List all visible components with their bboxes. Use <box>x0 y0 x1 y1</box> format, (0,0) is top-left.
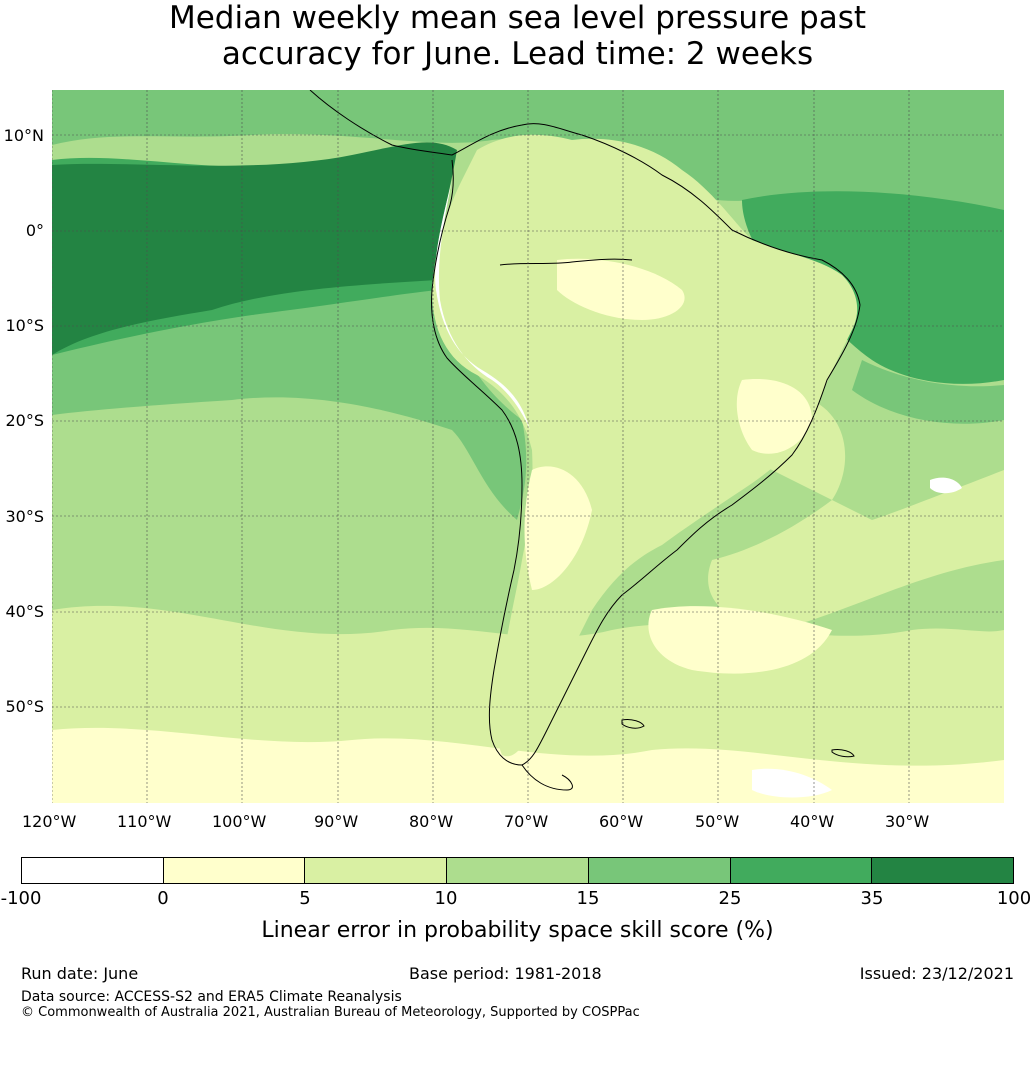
region-amazon-pale <box>557 258 685 320</box>
colorbar-label: Linear error in probability space skill … <box>261 918 774 943</box>
region-pacific-dark <box>52 142 457 355</box>
colorbar <box>21 857 1014 884</box>
region-atlantic-medium <box>742 191 1004 384</box>
region-continent <box>432 134 858 757</box>
lon-label-60w: 60°W <box>599 812 644 831</box>
colorbar-tick: -100 <box>0 888 42 909</box>
lon-label-40w: 40°W <box>790 812 835 831</box>
lon-label-30w: 30°W <box>885 812 930 831</box>
colorbar-tick: 0 <box>157 888 169 909</box>
region-atlantic-south-light <box>612 385 1004 627</box>
colorbar-tick: 35 <box>860 888 884 909</box>
data-source: Data source: ACCESS-S2 and ERA5 Climate … <box>21 989 402 1005</box>
lon-label-90w: 90°W <box>314 812 359 831</box>
lat-label-40s: 40°S <box>5 602 44 621</box>
title-line-2: accuracy for June. Lead time: 2 weeks <box>221 36 814 72</box>
region-north-band <box>52 90 1004 213</box>
colorbar-segment <box>730 858 873 883</box>
title-line-1: Median weekly mean sea level pressure pa… <box>168 0 866 36</box>
region-atlantic-white-patch <box>930 477 962 494</box>
lon-label-70w: 70°W <box>504 812 549 831</box>
region-brazil-pale <box>736 379 812 454</box>
region-atlantic-light <box>852 360 1004 424</box>
lon-label-110w: 110°W <box>117 812 172 831</box>
lon-label-50w: 50°W <box>695 812 740 831</box>
colorbar-segment <box>872 858 1014 883</box>
colorbar-tick: 100 <box>996 888 1032 909</box>
lon-label-100w: 100°W <box>212 812 267 831</box>
run-date: Run date: June <box>21 964 139 983</box>
colorbar-segment <box>588 858 731 883</box>
graticule <box>52 90 1004 803</box>
chart-title: Median weekly mean sea level pressure pa… <box>0 0 1035 72</box>
coastline-south-america <box>309 90 861 766</box>
lat-label-30s: 30°S <box>5 507 44 526</box>
region-pacific-south <box>52 290 527 520</box>
region-south-white-patch <box>752 768 832 798</box>
colorbar-tick: 10 <box>434 888 458 909</box>
lon-label-120w: 120°W <box>22 812 77 831</box>
colorbar-segment <box>163 858 306 883</box>
issued-date: Issued: 23/12/2021 <box>859 964 1014 983</box>
region-andes-pale <box>524 466 592 590</box>
coastline-tierra-del-fuego <box>521 764 573 791</box>
colorbar-segment <box>22 858 164 883</box>
colorbar-segment <box>305 858 448 883</box>
base-period: Base period: 1981-2018 <box>409 964 602 983</box>
map-svg <box>52 90 1004 803</box>
region-pampas-pale <box>648 606 832 674</box>
lat-label-50s: 50°S <box>5 697 44 716</box>
colorbar-tick: 15 <box>576 888 600 909</box>
lat-label-10n: 10°N <box>3 126 44 145</box>
amazon-river <box>499 258 633 266</box>
lon-label-80w: 80°W <box>409 812 454 831</box>
colorbar-segment <box>447 858 589 883</box>
lat-label-20s: 20°S <box>5 411 44 430</box>
colorbar-tick: 5 <box>299 888 311 909</box>
lat-label-10s: 10°S <box>5 316 44 335</box>
falkland-islands <box>621 719 645 729</box>
lat-label-0: 0° <box>25 221 44 240</box>
copyright: © Commonwealth of Australia 2021, Austra… <box>21 1005 640 1020</box>
colorbar-tick: 25 <box>718 888 742 909</box>
skill-score-map <box>52 90 1004 803</box>
south-georgia <box>831 749 855 758</box>
